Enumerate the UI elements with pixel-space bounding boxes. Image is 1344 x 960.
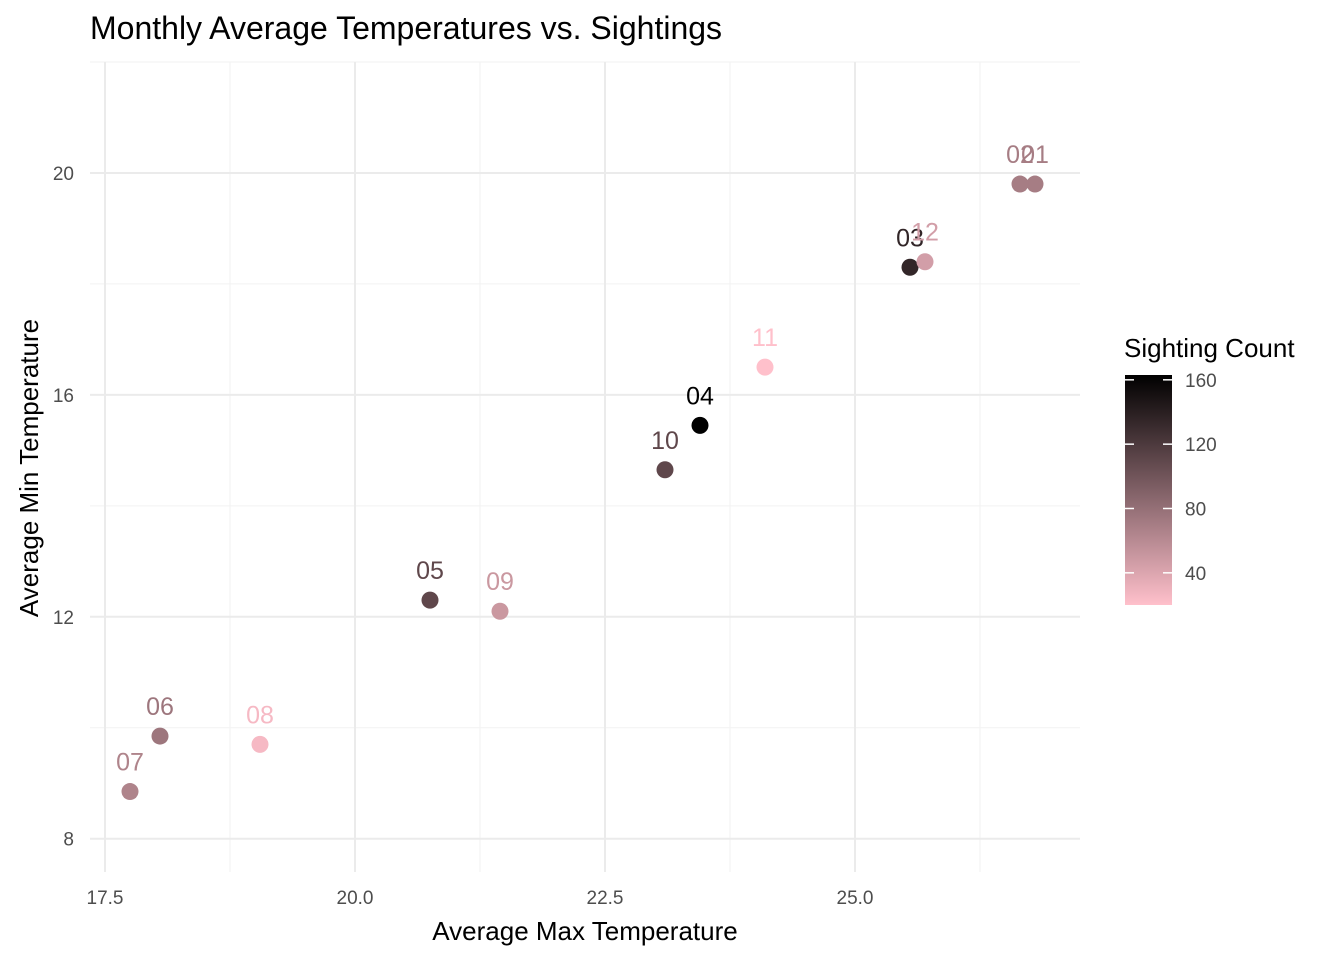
point-label-01: 01 — [1021, 141, 1049, 169]
x-tick-label: 22.5 — [587, 888, 624, 909]
grid-major — [90, 62, 1080, 872]
y-axis-ticks: 8 12 16 20 — [53, 164, 74, 851]
point-label-04: 04 — [686, 382, 714, 410]
legend-tick-label: 160 — [1185, 371, 1217, 392]
y-tick-label: 20 — [53, 164, 74, 185]
point-label-06: 06 — [146, 693, 174, 721]
data-point-11 — [756, 358, 774, 376]
y-tick-label: 16 — [53, 386, 74, 407]
legend-title: Sighting Count — [1124, 333, 1295, 363]
x-axis-title: Average Max Temperature — [432, 916, 737, 946]
data-point-04 — [691, 416, 709, 434]
grid-minor — [90, 61, 1080, 872]
legend-tick-label: 120 — [1185, 435, 1217, 456]
x-tick-label: 20.0 — [337, 888, 374, 909]
data-point-09 — [491, 602, 509, 620]
y-axis-title: Average Min Temperature — [14, 319, 44, 617]
legend-ticks: 40 80 120 160 — [1125, 371, 1217, 585]
data-point-06 — [151, 727, 169, 745]
x-tick-label: 25.0 — [837, 888, 874, 909]
color-legend: Sighting Count 40 80 120 160 — [1124, 333, 1295, 605]
data-point-08 — [251, 735, 269, 753]
data-point-05 — [421, 591, 439, 609]
data-point-02 — [1011, 175, 1029, 193]
point-label-03: 03 — [896, 224, 924, 252]
legend-tick-label: 40 — [1185, 564, 1206, 585]
point-label-12: 12 — [911, 219, 939, 247]
data-points — [121, 175, 1044, 801]
data-point-01 — [1026, 175, 1044, 193]
data-point-07 — [121, 783, 139, 801]
y-tick-label: 12 — [53, 608, 74, 629]
data-point-10 — [656, 461, 674, 479]
legend-tick-label: 80 — [1185, 499, 1206, 520]
legend-colorbar — [1125, 375, 1172, 605]
chart-title: Monthly Average Temperatures vs. Sightin… — [90, 10, 723, 46]
point-label-02: 02 — [1006, 141, 1034, 169]
x-axis-ticks: 17.5 20.0 22.5 25.0 — [87, 888, 874, 909]
x-tick-label: 17.5 — [87, 888, 124, 909]
y-tick-label: 8 — [63, 830, 74, 851]
point-label-05: 05 — [416, 557, 444, 585]
data-point-12 — [916, 253, 934, 271]
data-point-03 — [901, 258, 919, 276]
point-label-09: 09 — [486, 568, 514, 596]
point-label-07: 07 — [116, 749, 144, 777]
point-label-10: 10 — [651, 427, 679, 455]
point-label-08: 08 — [246, 701, 274, 729]
point-label-11: 11 — [752, 324, 778, 352]
